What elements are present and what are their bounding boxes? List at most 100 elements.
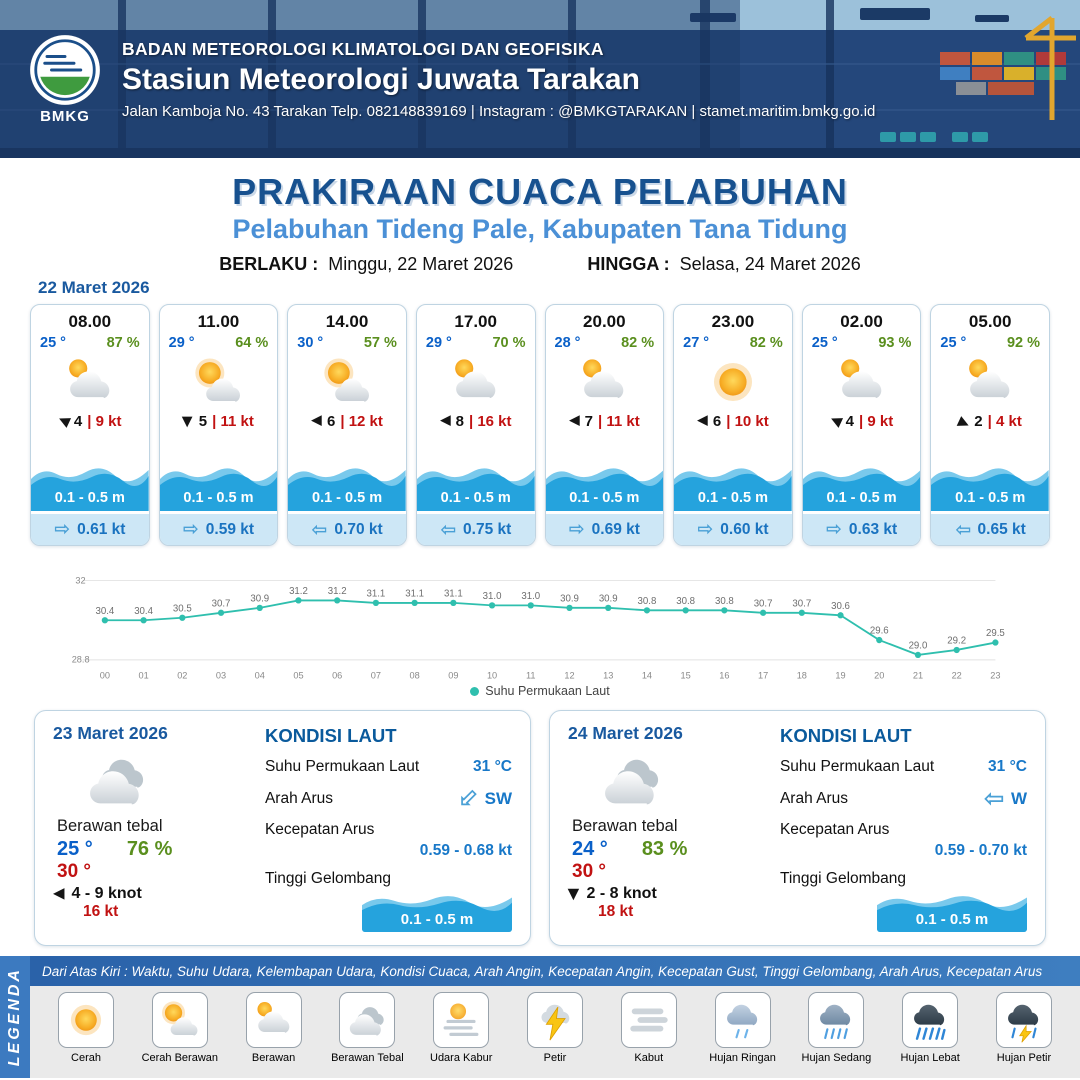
- gust-speed: | 4 kt: [987, 413, 1022, 430]
- weather-icon: [702, 353, 764, 411]
- wind-row: ▶ 2 - 8 knot: [565, 885, 770, 903]
- svg-text:04: 04: [255, 670, 265, 680]
- weather-icon: [438, 997, 484, 1043]
- svg-text:20: 20: [874, 670, 884, 680]
- current-row: ⇨ 0.63 kt: [802, 511, 921, 545]
- gust-speed: | 10 kt: [726, 413, 769, 430]
- svg-text:30.5: 30.5: [173, 603, 192, 614]
- hourly-card: 05.00 25 ° 92 % ▶ 2 | 4 kt 0.1 - 0.5 m ⇨: [930, 304, 1050, 546]
- legend-item: Berawan: [228, 992, 320, 1076]
- legend-item: Hujan Sedang: [790, 992, 882, 1076]
- hourly-date-label: 22 Maret 2026: [38, 278, 150, 297]
- legend-icon-box: [339, 992, 396, 1048]
- svg-text:05: 05: [293, 670, 303, 680]
- humidity: 57 %: [363, 335, 397, 351]
- hourly-card: 11.00 29 ° 64 % ▶ 5 | 11 kt 0.1 - 0.5 m …: [158, 304, 279, 546]
- legend-icon-box: [808, 992, 865, 1048]
- temp-humidity-row: 25 ° 76 %: [57, 838, 255, 861]
- wind-speed: 7: [584, 413, 593, 430]
- gust-speed: | 11 kt: [598, 413, 640, 430]
- wind-speed: 4: [845, 413, 855, 430]
- crane-icon: [1024, 16, 1076, 120]
- weather-condition: Berawan tebal: [57, 817, 163, 835]
- weather-icon: [532, 997, 578, 1043]
- wave-height: 0.1 - 0.5 m: [54, 490, 125, 506]
- header: BMKG BADAN METEOROLOGI KLIMATOLOGI DAN G…: [0, 0, 1080, 158]
- wind-direction-arrow-icon: ▶: [55, 411, 72, 432]
- svg-text:31.2: 31.2: [289, 586, 308, 597]
- weather-icon: [187, 353, 249, 411]
- wind-direction-arrow-icon: ▶: [697, 413, 708, 430]
- svg-text:32: 32: [75, 575, 85, 585]
- current-row: ⇨ 0.59 kt: [159, 511, 278, 545]
- container-stacks: [940, 52, 1066, 95]
- wave-height-band: 0.1 - 0.5 m: [288, 461, 406, 511]
- wave-height-band: 0.1 - 0.5 m: [159, 461, 278, 511]
- svg-text:31.0: 31.0: [483, 591, 502, 602]
- forecast-time: 02.00: [840, 312, 883, 331]
- current-direction-text: W: [1010, 788, 1027, 808]
- air-temperature: 30 °: [297, 335, 324, 351]
- forecast-time: 20.00: [583, 312, 626, 331]
- current-direction-value: ⇨ W: [983, 785, 1027, 813]
- sst-row: Suhu Permukaan Laut 31 °C: [265, 758, 512, 776]
- current-speed-value: 0.59 - 0.68 kt: [419, 842, 512, 859]
- weather-icon: [445, 353, 507, 411]
- chart-legend: Suhu Permukaan Laut: [30, 684, 1050, 698]
- wind-speed: 6: [712, 413, 722, 430]
- wind-row: ▶ 6 | 12 kt: [288, 411, 406, 434]
- legend-note: Dari Atas Kiri : Waktu, Suhu Udara, Kele…: [30, 956, 1080, 986]
- legend-icon-box: [151, 992, 208, 1048]
- svg-text:30.7: 30.7: [754, 598, 773, 609]
- temp-max: 30 °: [572, 861, 607, 882]
- temp-min: 25 °: [57, 838, 93, 860]
- current-speed: 0.69 kt: [591, 520, 640, 538]
- air-temperature: 29 °: [425, 335, 452, 351]
- current-speed: 0.75 kt: [463, 520, 512, 538]
- wave-height-band: 0.1 - 0.5 m: [416, 461, 535, 511]
- current-row: ⇨ 0.70 kt: [288, 511, 406, 545]
- svg-text:31.1: 31.1: [444, 588, 463, 599]
- svg-text:19: 19: [835, 670, 845, 680]
- wave-height: 0.1 - 0.5 m: [955, 490, 1026, 506]
- station-name: Stasiun Meteorologi Juwata Tarakan: [122, 62, 640, 96]
- legend-icon-box: [620, 992, 677, 1048]
- temp-max: 30 °: [57, 861, 92, 882]
- current-speed-value: 0.59 - 0.70 kt: [934, 842, 1027, 859]
- legend-item-label: Petir: [543, 1052, 567, 1064]
- svg-text:02: 02: [177, 670, 187, 680]
- current-direction-arrow-icon: ⇨: [450, 781, 485, 817]
- svg-text:21: 21: [913, 670, 923, 680]
- air-temperature: 29 °: [168, 335, 195, 351]
- humidity: 64 %: [235, 335, 269, 351]
- current-direction-arrow-icon: ⇨: [182, 519, 199, 540]
- wind-row: ▶ 4 | 9 kt: [803, 411, 921, 434]
- current-row: ⇨ 0.69 kt: [545, 511, 664, 545]
- daily-card: 23 Maret 2026 Berawan tebal 25 ° 76 % 30…: [34, 710, 531, 946]
- wave-height: 0.1 - 0.5 m: [400, 911, 474, 928]
- sea-conditions-column: KONDISI LAUT Suhu Permukaan Laut 31 °C A…: [770, 723, 1027, 933]
- svg-text:00: 00: [100, 670, 110, 680]
- svg-text:31.1: 31.1: [405, 588, 424, 599]
- wind-direction-arrow-icon: ▶: [827, 411, 844, 432]
- temp-humidity-row: 25 ° 87 %: [31, 332, 149, 351]
- current-direction-arrow-icon: ⇨: [440, 519, 457, 540]
- terminal-seats: [880, 132, 988, 142]
- svg-text:30.8: 30.8: [715, 596, 734, 607]
- svg-text:30.7: 30.7: [212, 598, 231, 609]
- gust-speed: | 16 kt: [468, 413, 512, 430]
- weather-icon: [573, 353, 635, 411]
- bmkg-logo-icon: [30, 34, 100, 105]
- wave-height-band: 0.1 - 0.5 m: [545, 461, 664, 511]
- wind-speed: 4: [73, 413, 83, 430]
- legend-icon-box: [902, 992, 959, 1048]
- bmkg-logo: BMKG: [12, 34, 118, 125]
- svg-text:01: 01: [138, 670, 148, 680]
- svg-text:30.8: 30.8: [676, 596, 695, 607]
- daily-date: 24 Maret 2026: [568, 723, 683, 743]
- gust-speed: | 9 kt: [87, 413, 122, 430]
- svg-text:30.4: 30.4: [134, 606, 153, 617]
- wind-speed-range: 4 - 9 knot: [71, 885, 142, 902]
- legend-item: Cerah: [40, 992, 132, 1076]
